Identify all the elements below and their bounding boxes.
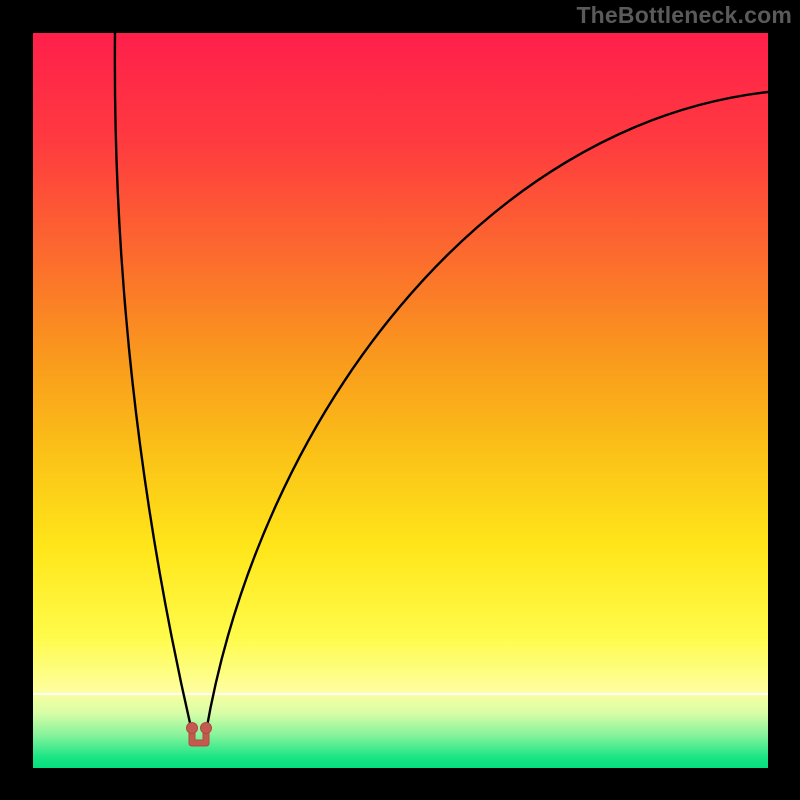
bottleneck-chart xyxy=(0,0,800,800)
gradient-background xyxy=(33,33,768,768)
chart-frame: TheBottleneck.com xyxy=(0,0,800,800)
valley-marker-dot xyxy=(201,723,212,734)
valley-marker-dot xyxy=(187,723,198,734)
white-strip xyxy=(33,693,768,695)
